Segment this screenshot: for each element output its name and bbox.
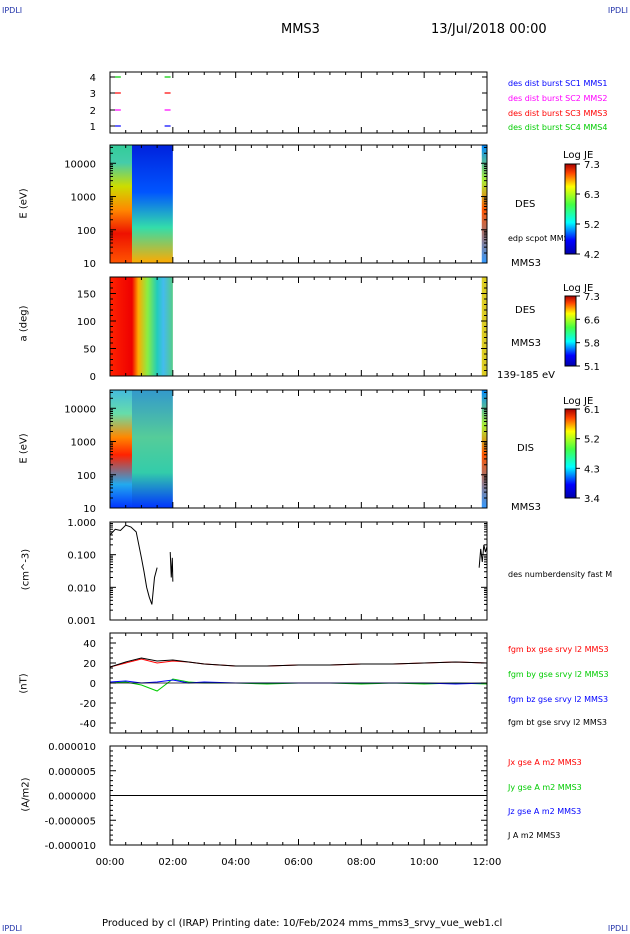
density-line	[109, 524, 158, 605]
x-tick-label: 02:00	[158, 857, 187, 868]
y-tick-label: 0	[90, 679, 96, 690]
y-tick-label: 3	[90, 89, 96, 100]
y-tick-label: 0.100	[67, 551, 96, 562]
y-tick-label: 1000	[71, 438, 96, 449]
colorbar-dis-energy	[564, 408, 577, 499]
colorbar-des-pitch	[564, 295, 577, 367]
panel-frame	[109, 521, 488, 621]
colorbar-title-des-energy: Log JE	[563, 150, 594, 161]
y-tick-label: 20	[83, 659, 96, 670]
y-tick-label: 0.001	[67, 616, 96, 627]
y-tick-label: 0.010	[67, 583, 96, 594]
y-tick-label: 1.000	[67, 518, 96, 529]
colorbar-tick-label: 5.8	[584, 339, 600, 350]
colorbar-tick-label: 6.3	[584, 190, 600, 201]
density-line	[478, 544, 488, 568]
footer-text: Produced by cl (IRAP) Printing date: 10/…	[102, 918, 503, 929]
y-tick-label: 10	[83, 504, 96, 515]
spectrogram-dis-energy	[131, 390, 173, 508]
colorbar-tick-label: 5.2	[584, 220, 600, 231]
y-tick-label: -20	[80, 699, 96, 710]
y-tick-label: 1000	[71, 193, 96, 204]
y-tick-label: 10000	[64, 159, 96, 170]
y-tick-label: 50	[83, 345, 96, 356]
colorbar-tick-label: 6.1	[584, 405, 600, 416]
legend-bt: fgm bt gse srvy l2 MMS3	[508, 718, 607, 727]
corner-label-top-right: IPDLI	[607, 6, 628, 15]
colorbar-des-energy	[564, 163, 577, 255]
y-tick-label: 100	[77, 471, 96, 482]
date-title: 13/Jul/2018 00:00	[431, 22, 547, 37]
legend-burst-sc4: des dist burst SC4 MMS4	[508, 123, 608, 132]
panel-label-des-pitch: DES	[515, 305, 536, 316]
legend-burst-sc2: des dist burst SC2 MMS2	[508, 94, 608, 103]
legend-j: J A m2 MMS3	[508, 831, 561, 840]
y-tick-label: 1	[90, 122, 96, 133]
y-tick-label: 0.000005	[48, 767, 96, 778]
corner-label-bottom-right: IPDLI	[607, 924, 628, 933]
y-tick-label: 0.000000	[48, 792, 96, 803]
y-tick-label: 150	[77, 290, 96, 301]
legend-bz: fgm bz gse srvy l2 MMS3	[508, 695, 609, 704]
panel-label-dis-energy: DIS	[517, 443, 534, 454]
corner-label-bottom-left: IPDLI	[2, 924, 23, 933]
colorbar-tick-label: 6.6	[584, 315, 600, 326]
corner-label-top-left: IPDLI	[2, 6, 23, 15]
x-tick-label: 00:00	[96, 857, 125, 868]
x-tick-label: 04:00	[221, 857, 250, 868]
spectrogram-des-energy	[131, 145, 173, 263]
legend-density: des numberdensity fast M	[508, 570, 613, 579]
y-tick-label: 10	[83, 259, 96, 270]
panel-frame	[109, 71, 488, 134]
y-tick-label: 100	[77, 317, 96, 328]
colorbar-tick-label: 4.3	[584, 464, 600, 475]
spectrogram-des-energy	[110, 145, 132, 263]
y-tick-label: 10000	[64, 404, 96, 415]
field-line	[109, 657, 488, 668]
colorbar-tick-label: 7.3	[584, 160, 600, 171]
spectrogram-des-pitch	[110, 277, 173, 376]
colorbar-tick-label: 3.4	[584, 494, 600, 505]
legend-burst-sc1: des dist burst SC1 MMS1	[508, 79, 608, 88]
energy-range-label: 139-185 eV	[497, 370, 555, 381]
x-tick-label: 08:00	[347, 857, 376, 868]
legend-jz: Jz gse A m2 MMS3	[508, 807, 582, 816]
y-tick-label: 100	[77, 226, 96, 237]
mission-title: MMS3	[281, 22, 320, 37]
legend-bx: fgm bx gse srvy l2 MMS3	[508, 645, 609, 654]
x-tick-label: 06:00	[284, 857, 313, 868]
spacecraft-label-dis-energy: MMS3	[511, 502, 541, 513]
legend-jx: Jx gse A m2 MMS3	[508, 758, 582, 767]
legend-by: fgm by gse srvy l2 MMS3	[508, 670, 609, 679]
y-tick-label: -0.000005	[45, 816, 96, 827]
panel-sublabel-scpot: edp scpot MMS3	[508, 234, 574, 243]
colorbar-tick-label: 5.1	[584, 362, 600, 373]
panel-label-des-energy: DES	[515, 199, 536, 210]
legend-burst-sc3: des dist burst SC3 MMS3	[508, 109, 608, 118]
density-line	[169, 552, 174, 582]
y-tick-label: 0	[90, 372, 96, 383]
y-tick-label: 4	[90, 73, 96, 84]
colorbar-tick-label: 4.2	[584, 250, 600, 261]
y-tick-label: -0.000010	[45, 841, 96, 852]
x-tick-label: 12:00	[473, 857, 502, 868]
spectrogram-dis-energy	[110, 390, 132, 508]
colorbar-title-des-pitch: Log JE	[563, 283, 594, 294]
colorbar-tick-label: 7.3	[584, 292, 600, 303]
spacecraft-label-des-energy: MMS3	[511, 258, 541, 269]
spacecraft-label-des-pitch: MMS3	[511, 338, 541, 349]
y-tick-label: 40	[83, 639, 96, 650]
x-tick-label: 10:00	[410, 857, 439, 868]
y-tick-label: -40	[80, 719, 96, 730]
legend-jy: Jy gse A m2 MMS3	[508, 783, 582, 792]
y-tick-label: 0.000010	[48, 742, 96, 753]
colorbar-title-dis-energy: Log JE	[563, 396, 594, 407]
y-tick-label: 2	[90, 106, 96, 117]
colorbar-tick-label: 5.2	[584, 435, 600, 446]
